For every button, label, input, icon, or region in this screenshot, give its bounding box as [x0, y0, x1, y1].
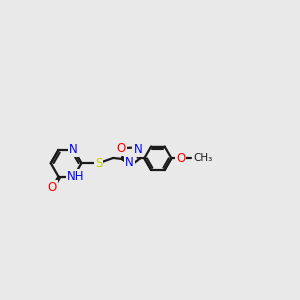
Text: N: N — [69, 143, 78, 157]
Text: O: O — [117, 142, 126, 155]
Text: S: S — [95, 157, 102, 170]
Text: CH₃: CH₃ — [193, 153, 212, 163]
Text: O: O — [48, 181, 57, 194]
Text: O: O — [176, 152, 185, 165]
Text: NH: NH — [67, 170, 84, 183]
Text: N: N — [134, 143, 142, 156]
Text: N: N — [125, 156, 134, 170]
